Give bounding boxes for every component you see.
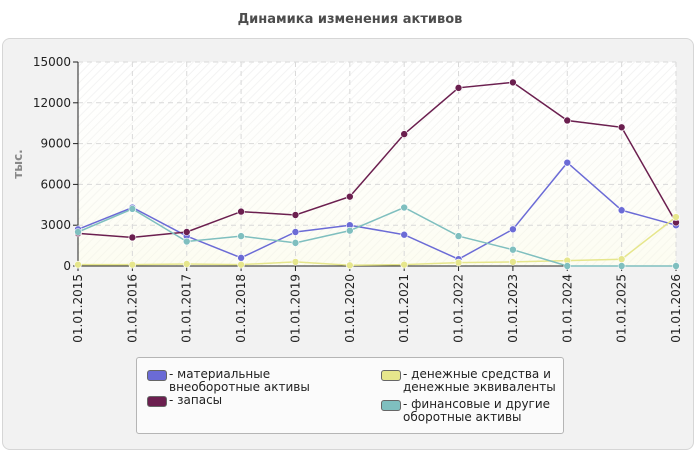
series-line-1 [77, 81, 677, 239]
y-tick-label: 3000 [40, 218, 71, 232]
y-tick-label: 15000 [33, 55, 71, 69]
legend-label-series-2: - денежные средства и денежные эквивален… [403, 367, 556, 394]
x-tick-label: 01.01.2019 [288, 274, 302, 343]
data-point-series-1 [617, 123, 626, 132]
data-point-series-1 [509, 78, 517, 87]
data-point-series-2 [128, 260, 137, 269]
data-point-series-2 [672, 213, 680, 221]
data-point-series-3 [617, 262, 626, 270]
x-tick-label: 01.01.2023 [506, 274, 520, 343]
data-point-series-0 [237, 254, 245, 262]
y-tick-label: 12000 [33, 96, 71, 110]
data-point-series-3 [563, 262, 572, 270]
data-point-series-3 [291, 239, 300, 247]
data-point-series-1 [128, 233, 137, 242]
legend-swatch-series-0 [147, 370, 167, 381]
y-axis-label: тыс. [11, 149, 25, 178]
x-tick-label: 01.01.2017 [180, 274, 194, 343]
data-point-series-3 [74, 228, 82, 236]
data-point-series-2 [400, 260, 408, 269]
data-point-series-2 [454, 258, 463, 267]
data-point-series-3 [454, 232, 463, 240]
data-point-series-3 [128, 205, 137, 213]
data-point-series-1 [563, 116, 572, 125]
series-line-2 [78, 216, 677, 267]
x-tick-label: 01.01.2022 [452, 274, 466, 343]
data-point-series-2 [182, 260, 191, 268]
legend-swatch-series-2 [381, 370, 401, 381]
data-point-series-2 [346, 261, 354, 270]
data-point-series-2 [291, 258, 300, 266]
data-point-series-3 [672, 262, 680, 270]
data-point-series-1 [346, 192, 354, 201]
series-line-0 [77, 161, 677, 261]
x-tick-label: 01.01.2024 [560, 274, 574, 343]
data-point-series-2 [509, 258, 517, 266]
data-point-series-1 [400, 130, 408, 138]
data-point-series-2 [74, 260, 82, 269]
x-tick-label: 01.01.2016 [125, 274, 139, 343]
data-point-series-3 [509, 245, 517, 254]
plot-area-shade [78, 62, 676, 266]
data-point-series-0 [509, 225, 517, 234]
x-tick-label: 01.01.2015 [71, 274, 85, 343]
x-tick-label: 01.01.2026 [669, 274, 683, 343]
data-point-series-1 [237, 207, 245, 216]
x-tick-label: 01.01.2025 [615, 274, 629, 343]
y-tick-label: 6000 [40, 177, 71, 191]
legend: - материальные внеоборотные активы - зап… [136, 357, 564, 434]
data-point-series-1 [454, 84, 463, 92]
data-point-series-0 [617, 206, 626, 215]
data-point-series-1 [182, 228, 191, 236]
legend-label-series-0: - материальные внеоборотные активы [169, 367, 310, 394]
data-point-series-3 [237, 232, 245, 240]
data-point-series-3 [400, 203, 408, 212]
x-tick-label: 01.01.2021 [397, 274, 411, 343]
data-point-series-1 [291, 211, 300, 219]
legend-swatch-series-3 [381, 400, 401, 411]
data-point-series-0 [563, 158, 572, 167]
y-tick-label: 0 [63, 259, 71, 273]
data-point-series-0 [291, 228, 300, 236]
chart-title: Динамика изменения активов [237, 12, 463, 27]
legend-label-series-1: - запасы [169, 393, 223, 407]
x-tick-label: 01.01.2020 [343, 274, 357, 343]
legend-label-series-3: - финансовые и другие оборотные активы [403, 397, 551, 424]
legend-swatch-series-1 [147, 396, 167, 407]
x-tick-label: 01.01.2018 [234, 274, 248, 343]
data-point-series-3 [346, 226, 354, 235]
data-point-series-2 [237, 260, 245, 269]
y-tick-label: 9000 [40, 137, 71, 151]
data-point-series-3 [182, 237, 191, 246]
data-point-series-2 [617, 255, 626, 264]
data-point-series-0 [400, 230, 408, 239]
series-line-3 [77, 206, 676, 267]
